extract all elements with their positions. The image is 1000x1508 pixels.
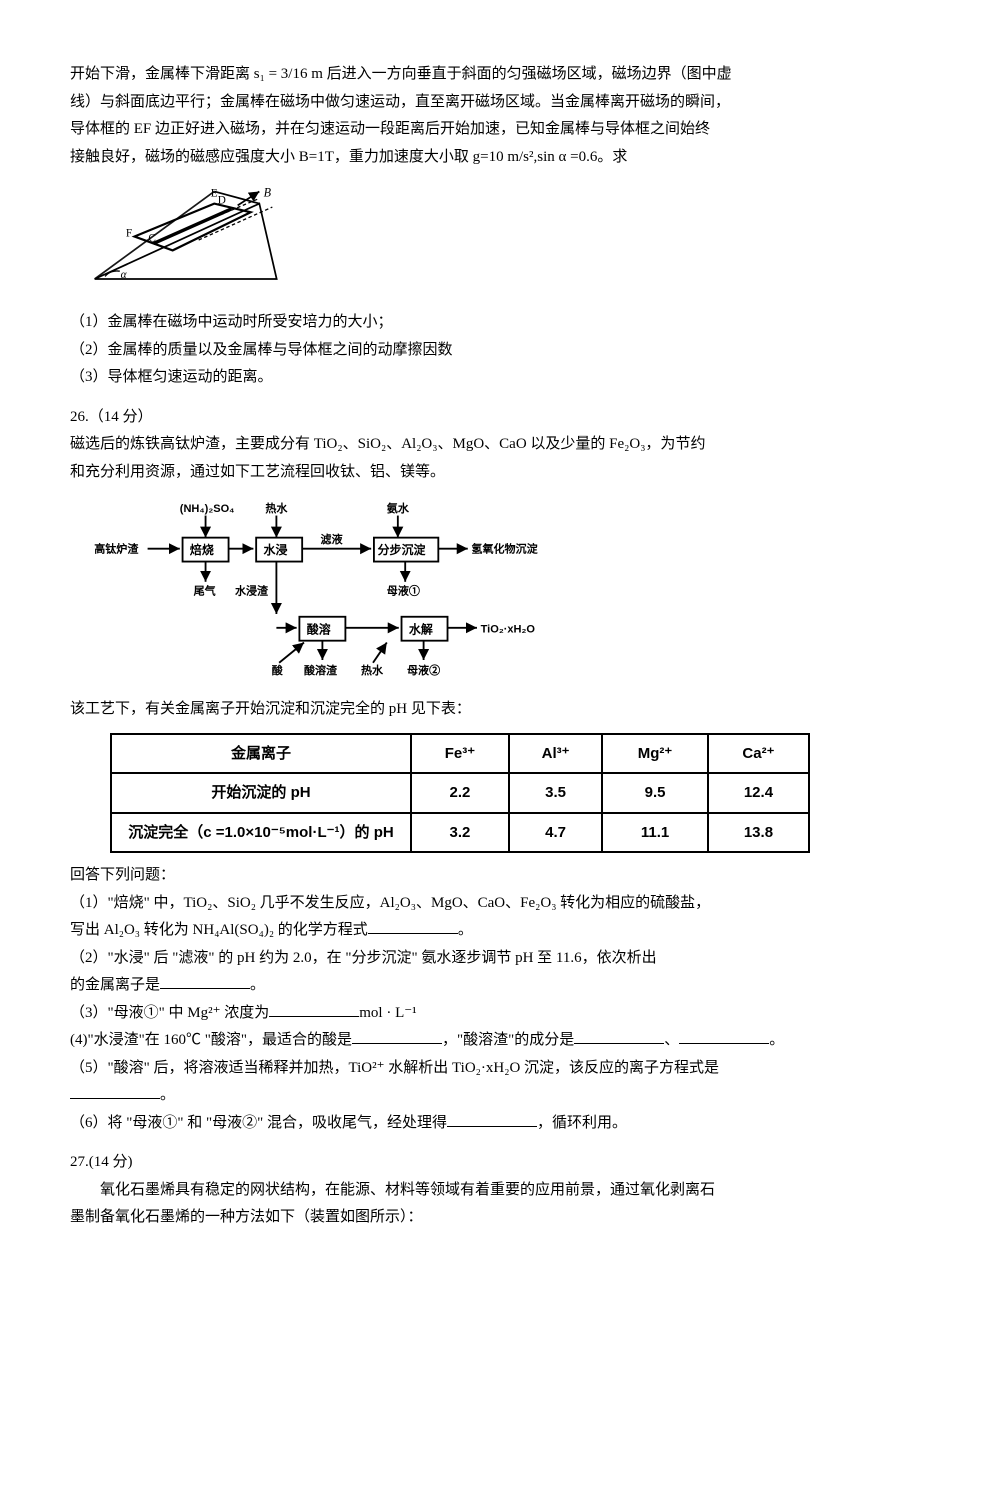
ph-table: 金属离子 Fe³⁺ Al³⁺ Mg²⁺ Ca²⁺ 开始沉淀的 pH 2.2 3.… xyxy=(110,733,810,854)
svg-text:氢氧化物沉淀: 氢氧化物沉淀 xyxy=(471,541,538,555)
F-label: F xyxy=(126,228,132,240)
q26-answer-head: 回答下列问题： xyxy=(70,863,930,889)
q26-a2-l1: （2）"水浸" 后 "滤液" 的 pH 约为 2.0，在 "分步沉淀" 氨水逐步… xyxy=(70,946,930,972)
inclined-plane-diagram: α B E F C D xyxy=(70,180,310,300)
E-label: E xyxy=(211,188,218,200)
B-label: B xyxy=(264,188,272,200)
row0-label: 开始沉淀的 pH xyxy=(111,773,411,813)
svg-text:热水: 热水 xyxy=(361,663,384,677)
blank-field[interactable] xyxy=(352,1029,442,1044)
svg-text:高钛炉渣: 高钛炉渣 xyxy=(94,541,139,555)
col-header-2: Al³⁺ xyxy=(509,734,602,774)
q25-sub1: （1）金属棒在磁场中运动时所受安培力的大小； xyxy=(70,310,930,336)
q26-a2-l2: 的金属离子是。 xyxy=(70,973,930,999)
svg-text:氨水: 氨水 xyxy=(387,501,410,515)
svg-text:水浸: 水浸 xyxy=(264,542,288,557)
q26-a5b: 。 xyxy=(70,1083,930,1109)
q26-intro2: 和充分利用资源，通过如下工艺流程回收钛、铝、镁等。 xyxy=(70,460,930,486)
table-row-header: 金属离子 Fe³⁺ Al³⁺ Mg²⁺ Ca²⁺ xyxy=(111,734,809,774)
q26-intro1: 磁选后的炼铁高钛炉渣，主要成分有 TiO₂、SiO₂、Al₂O₃、MgO、CaO… xyxy=(70,432,930,458)
D-label: D xyxy=(218,195,226,207)
blank-field[interactable] xyxy=(368,919,458,934)
col-header-4: Ca²⁺ xyxy=(708,734,809,774)
q25-sub3: （3）导体框匀速运动的距离。 xyxy=(70,365,930,391)
svg-text:母液①: 母液① xyxy=(387,584,420,598)
svg-text:滤液: 滤液 xyxy=(321,532,344,546)
table-row: 开始沉淀的 pH 2.2 3.5 9.5 12.4 xyxy=(111,773,809,813)
svg-text:分步沉淀: 分步沉淀 xyxy=(378,542,426,557)
svg-text:(NH₄)₂SO₄: (NH₄)₂SO₄ xyxy=(180,503,235,515)
q26-table-caption: 该工艺下，有关金属离子开始沉淀和沉淀完全的 pH 见下表： xyxy=(70,697,930,723)
svg-text:酸: 酸 xyxy=(272,663,284,677)
blank-field[interactable] xyxy=(269,1002,359,1017)
q26-a4: (4)"水浸渣"在 160℃ "酸溶"，最适合的酸是，"酸溶渣"的成分是、。 xyxy=(70,1028,930,1054)
blank-field[interactable] xyxy=(70,1084,160,1099)
svg-text:母液②: 母液② xyxy=(407,663,440,677)
svg-text:焙烧: 焙烧 xyxy=(189,542,214,557)
C-label: C xyxy=(148,233,156,245)
col-header-0: 金属离子 xyxy=(111,734,411,774)
svg-text:尾气: 尾气 xyxy=(193,584,216,598)
q25-line2: 线）与斜面底边平行；金属棒在磁场中做匀速运动，直至离开磁场区域。当金属棒离开磁场… xyxy=(70,90,930,116)
q26-a1-l2: 写出 Al₂O₃ 转化为 NH₄Al(SO₄)₂ 的化学方程式。 xyxy=(70,918,930,944)
q26-a3: （3）"母液①" 中 Mg²⁺ 浓度为mol · L⁻¹ xyxy=(70,1001,930,1027)
blank-field[interactable] xyxy=(160,974,250,989)
q26-a5: （5）"酸溶" 后，将溶液适当稀释并加热，TiO²⁺ 水解析出 TiO₂·xH₂… xyxy=(70,1056,930,1082)
svg-text:水解: 水解 xyxy=(409,621,433,636)
svg-text:酸溶: 酸溶 xyxy=(307,621,331,636)
q26-header: 26.（14 分） xyxy=(70,405,930,431)
row1-label: 沉淀完全（c =1.0×10⁻⁵mol·L⁻¹）的 pH xyxy=(111,813,411,853)
process-flow-diagram: (NH₄)₂SO₄ 热水 氨水 高钛炉渣 焙烧 尾气 水浸 水浸渣 滤液 分步沉… xyxy=(70,491,630,691)
q27-header: 27.(14 分) xyxy=(70,1150,930,1176)
svg-text:TiO₂·xH₂O: TiO₂·xH₂O xyxy=(481,623,536,635)
blank-field[interactable] xyxy=(447,1112,537,1127)
q27-l1: 氧化石墨烯具有稳定的网状结构，在能源、材料等领域有着重要的应用前景，通过氧化剥离… xyxy=(70,1178,930,1204)
q25-line1: 开始下滑，金属棒下滑距离 s₁ = 3/16 m 后进入一方向垂直于斜面的匀强磁… xyxy=(70,62,930,88)
blank-field[interactable] xyxy=(679,1029,769,1044)
col-header-1: Fe³⁺ xyxy=(411,734,509,774)
q26-a6: （6）将 "母液①" 和 "母液②" 混合，吸收尾气，经处理得，循环利用。 xyxy=(70,1111,930,1137)
blank-field[interactable] xyxy=(574,1029,664,1044)
q27-l2: 墨制备氧化石墨烯的一种方法如下（装置如图所示）： xyxy=(70,1205,930,1231)
table-row: 沉淀完全（c =1.0×10⁻⁵mol·L⁻¹）的 pH 3.2 4.7 11.… xyxy=(111,813,809,853)
q25-sub2: （2）金属棒的质量以及金属棒与导体框之间的动摩擦因数 xyxy=(70,338,930,364)
svg-text:热水: 热水 xyxy=(265,501,288,515)
q25-line4: 接触良好，磁场的磁感应强度大小 B=1T，重力加速度大小取 g=10 m/s²,… xyxy=(70,145,930,171)
q26-a1-l1: （1）"焙烧" 中，TiO₂、SiO₂ 几乎不发生反应，Al₂O₃、MgO、Ca… xyxy=(70,891,930,917)
q25-line3: 导体框的 EF 边正好进入磁场，并在匀速运动一段距离后开始加速，已知金属棒与导体… xyxy=(70,117,930,143)
svg-text:水浸渣: 水浸渣 xyxy=(235,584,269,598)
col-header-3: Mg²⁺ xyxy=(602,734,708,774)
svg-text:酸溶渣: 酸溶渣 xyxy=(304,663,338,677)
